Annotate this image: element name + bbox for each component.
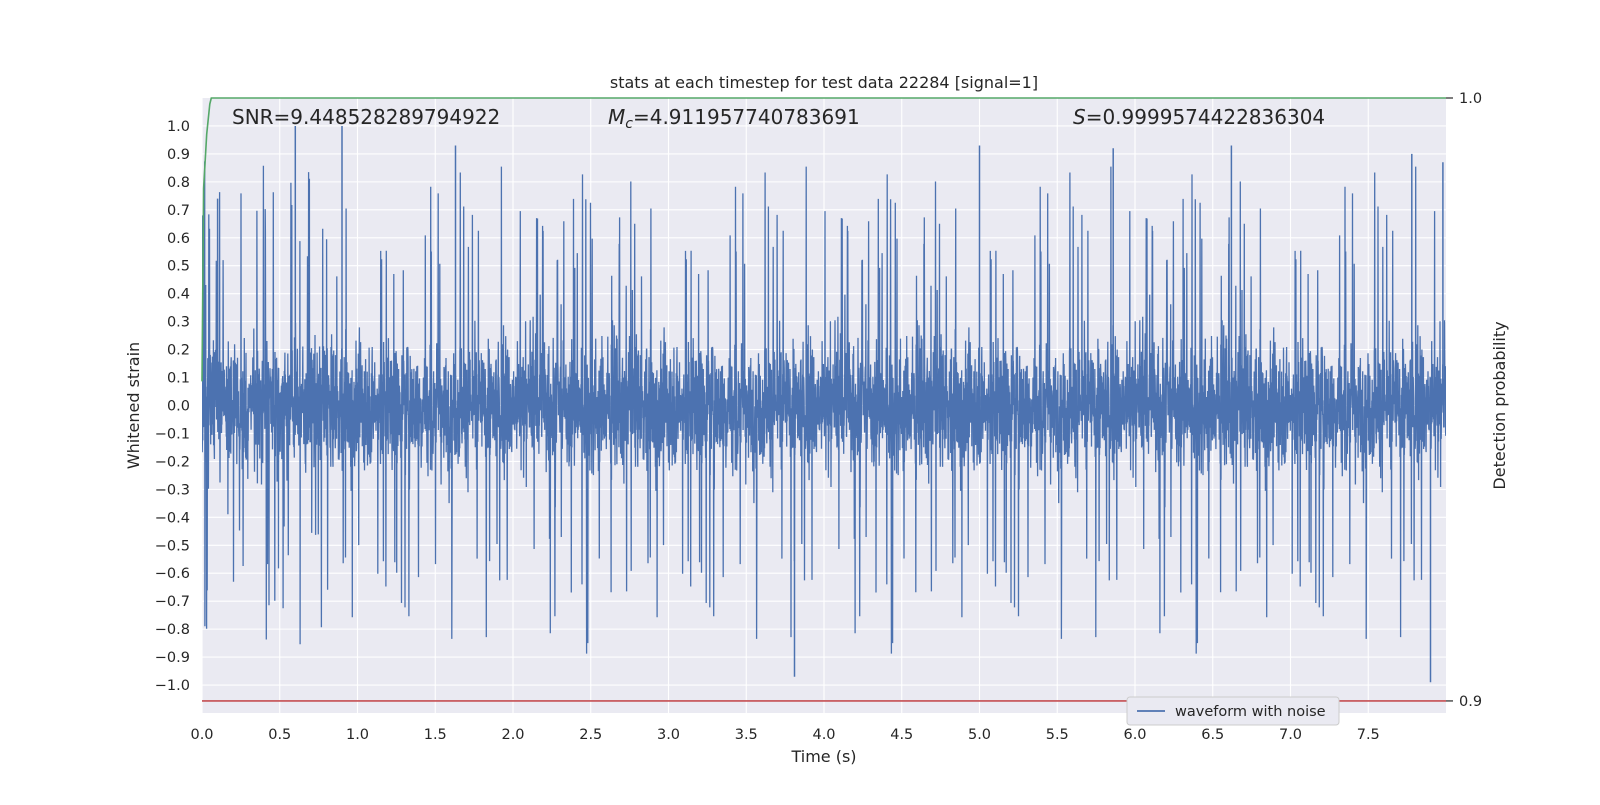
legend-box: [1126, 696, 1340, 726]
y-tick-label: −0.2: [155, 454, 190, 470]
chirp-mass-annotation: Mc=4.911957740783691: [608, 105, 860, 132]
y-tick-label: 0.1: [167, 371, 190, 387]
y-tick-label: −1.0: [155, 678, 190, 694]
y-tick-label: −0.1: [155, 426, 190, 442]
y-tick-label: −0.6: [155, 566, 190, 582]
mc-value: =4.911957740783691: [633, 105, 860, 129]
y-tick-label: 0.0: [167, 399, 190, 415]
y-axis-ticks: 1.0 0.9 0.8 0.7 0.6 0.5 0.4 0.3 0.2 0.1 0.0 −0.1 −0.…: [155, 119, 190, 694]
y-tick-label: −0.7: [155, 594, 190, 610]
x-tick-label: 2.0: [501, 727, 524, 743]
s-value: =0.9999574422836304: [1086, 105, 1325, 129]
y2-axis-ticks: 1.0 0.9: [1446, 91, 1482, 710]
y-tick-label: 0.2: [167, 343, 190, 359]
y-tick-label: −0.5: [155, 538, 190, 554]
x-tick-label: 3.0: [657, 727, 680, 743]
x-tick-label: 4.5: [890, 727, 913, 743]
x-tick-label: 0.5: [268, 727, 291, 743]
mc-symbol: M: [608, 105, 625, 129]
y-tick-label: 0.3: [167, 315, 190, 331]
waveform-line: [202, 161, 1446, 654]
legend-entry: waveform with noise: [1175, 704, 1326, 720]
y-tick-label: 0.9: [167, 147, 190, 163]
detection-probability-line: [201, 97, 1446, 382]
s-symbol: S: [1073, 105, 1086, 129]
y-tick-label: −0.9: [155, 650, 190, 666]
y2-axis-label: Detection probability: [1490, 321, 1509, 489]
x-tick-label: 3.5: [735, 727, 758, 743]
x-tick-label: 5.5: [1046, 727, 1069, 743]
x-tick-label: 1.0: [346, 727, 369, 743]
x-tick-label: 0.0: [190, 727, 213, 743]
x-tick-label: 5.0: [968, 727, 991, 743]
y-tick-label: 0.7: [167, 203, 190, 219]
y-tick-label: 0.5: [167, 259, 190, 275]
y-tick-label: −0.8: [155, 622, 190, 638]
waveform-peaks: [202, 126, 1444, 683]
y-tick-label: 0.8: [167, 175, 190, 191]
y-tick-label: 1.0: [167, 119, 190, 135]
y-axis-label: Whitened strain: [124, 342, 143, 469]
y-tick-label: 0.6: [167, 231, 190, 247]
y2-tick-label: 1.0: [1459, 91, 1482, 107]
x-tick-label: 1.5: [424, 727, 447, 743]
x-tick-label: 6.0: [1123, 727, 1146, 743]
legend: waveform with noise: [1126, 696, 1340, 726]
mc-subscript: c: [625, 116, 633, 132]
y-tick-label: −0.3: [155, 482, 190, 498]
score-annotation: S=0.9999574422836304: [1073, 105, 1325, 129]
snr-annotation: SNR=9.448528289794922: [232, 105, 500, 129]
x-tick-label: 7.0: [1279, 727, 1302, 743]
y-tick-label: −0.4: [155, 510, 190, 526]
x-tick-label: 7.5: [1357, 727, 1380, 743]
x-axis-label: Time (s): [790, 747, 856, 766]
y2-tick-label: 0.9: [1459, 694, 1482, 710]
x-axis-ticks: 0.0 0.5 1.0 1.5 2.0 2.5 3.0 3.5 4.0 4.5 5.0 5.5 6.0 6…: [190, 727, 1379, 743]
x-tick-label: 6.5: [1201, 727, 1224, 743]
x-tick-label: 4.0: [812, 727, 835, 743]
y-tick-label: 0.4: [167, 287, 190, 303]
chart-title: stats at each timestep for test data 222…: [610, 73, 1038, 92]
x-tick-label: 2.5: [579, 727, 602, 743]
